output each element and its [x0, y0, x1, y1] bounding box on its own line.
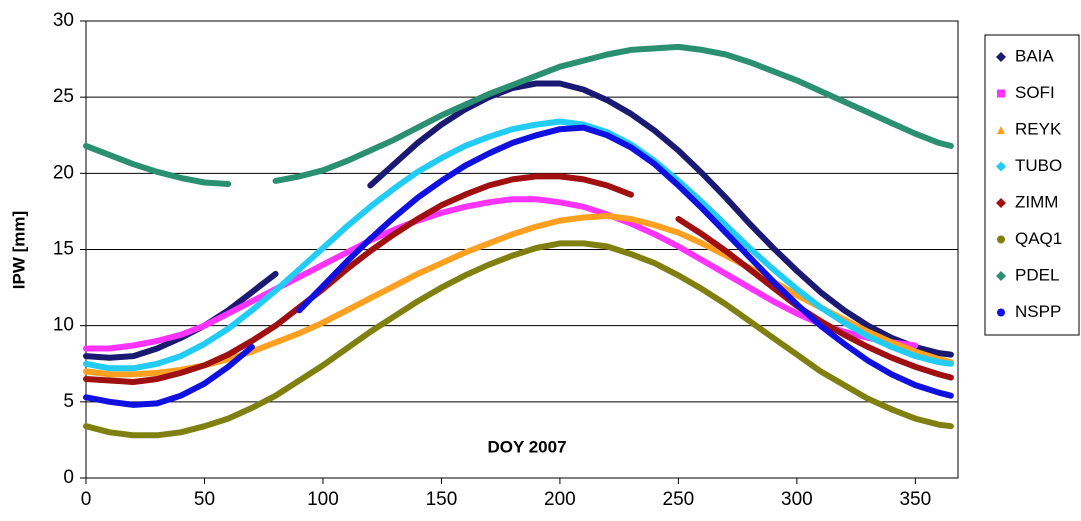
legend-marker: [997, 89, 1005, 98]
plot-border: [85, 20, 959, 479]
legend-marker: [997, 308, 1005, 317]
legend-marker: [996, 161, 1006, 172]
y-tick-label: 20: [53, 162, 74, 183]
x-tick-label: 150: [426, 489, 458, 510]
x-tick-label: 300: [781, 489, 813, 510]
series-line: [83, 196, 919, 352]
y-axis-label: IPW [mm]: [9, 211, 28, 289]
legend-box: [984, 34, 1080, 336]
legend-marker: [996, 52, 1006, 62]
y-tick-label: 10: [53, 315, 74, 336]
legend-marker: [996, 198, 1006, 208]
series-line: [83, 124, 954, 408]
legend-marker: [997, 235, 1005, 244]
legend-label: ZIMM: [1015, 192, 1058, 211]
x-tick-label: 0: [81, 489, 92, 510]
legend-label: PDEL: [1015, 265, 1059, 284]
series-line: [83, 173, 954, 385]
series-line: [83, 80, 954, 361]
x-tick-label: 50: [194, 489, 215, 510]
y-tick-label: 30: [53, 10, 74, 31]
legend-label: SOFI: [1015, 83, 1055, 102]
x-tick-label: 100: [307, 489, 339, 510]
series-line: [83, 118, 954, 372]
legend-label: TUBO: [1015, 156, 1062, 175]
series-line: [83, 240, 954, 439]
legend-marker: [996, 271, 1006, 281]
legend-label: NSPP: [1015, 302, 1061, 321]
x-tick-label: 200: [544, 489, 576, 510]
x-axis-label: DOY 2007: [487, 437, 566, 456]
legend-label: BAIA: [1015, 46, 1054, 65]
y-tick-label: 25: [53, 86, 74, 107]
y-tick-label: 0: [63, 467, 74, 488]
x-tick-label: 250: [663, 489, 695, 510]
y-tick-label: 15: [53, 239, 74, 260]
legend-label: REYK: [1015, 119, 1062, 138]
x-tick-label: 350: [899, 489, 931, 510]
series-line: [83, 43, 954, 187]
y-tick-label: 5: [63, 391, 74, 412]
legend-marker: [997, 126, 1005, 134]
legend-label: QAQ1: [1015, 229, 1062, 248]
